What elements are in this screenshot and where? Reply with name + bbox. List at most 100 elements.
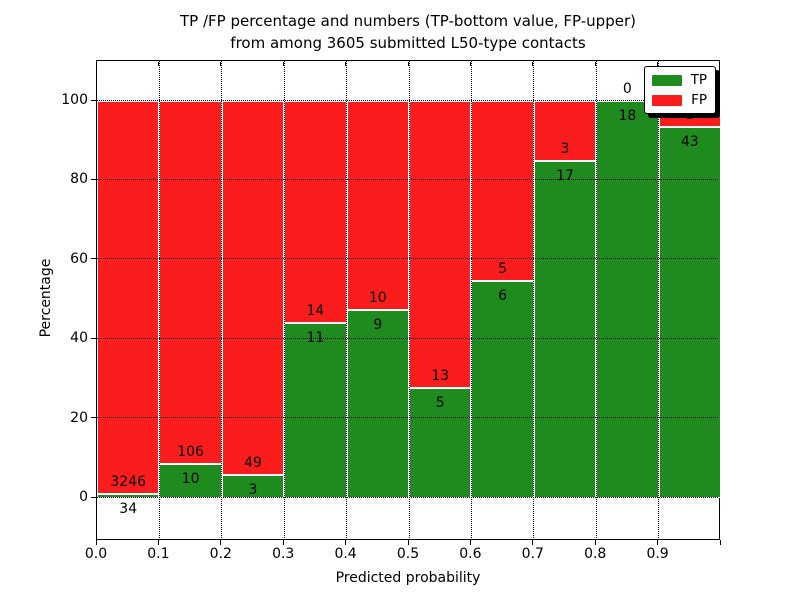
y-tick-label: 20 [70,409,88,426]
bar-segment-tp [346,309,409,498]
tp-count-label: 3 [248,482,258,499]
y-tick-mark [91,337,96,339]
horizontal-gridline [97,337,718,339]
tp-count-label: 10 [181,470,200,487]
x-tick-label: 0.7 [521,546,544,562]
fp-count-label: 5 [498,261,508,278]
bar-segment-tp [284,323,347,498]
x-tick-mark-top [657,61,659,66]
chart-title-line-2: from among 3605 submitted L50-type conta… [230,34,586,52]
x-tick-mark [594,540,596,545]
x-tick-label: 0.9 [646,546,669,562]
x-tick-mark-top [157,61,159,66]
bar-segment-tp [658,126,721,498]
legend-swatch-fp-icon [652,94,682,106]
x-tick-mark-top [282,61,284,66]
x-tick-mark [220,540,222,545]
vertical-gridline [283,61,285,538]
horizontal-gridline [97,496,718,498]
plot-area: 3246 34 106 10 49 3 14 11 10 9 13 5 5 6 3 17 0 18 3 43 [96,60,721,540]
vertical-gridline [408,61,410,538]
y-tick-label: 80 [70,171,88,188]
x-tick-mark [532,540,534,545]
fp-count-label: 3246 [110,473,147,490]
x-axis-label: Predicted probability [335,570,481,586]
vertical-gridline [658,61,660,538]
x-tick-mark [282,540,284,545]
y-axis-label: Percentage [38,258,54,338]
y-tick-label: 0 [79,489,88,505]
bar-segment-tp [533,160,597,498]
y-tick-label: 60 [70,250,88,267]
x-tick-mark [95,540,97,545]
x-tick-mark-top [469,61,471,66]
y-tick-mark [91,178,96,180]
legend-swatch-tp-icon [652,74,682,86]
x-tick-mark [469,540,471,545]
vertical-gridline [158,61,160,538]
legend-entry-fp: FP [652,91,708,108]
fp-count-label: 14 [306,303,325,320]
x-tick-mark [157,540,159,545]
y-tick-mark [91,99,96,101]
fp-count-label: 3 [685,106,695,123]
bar-segment-tp [409,387,472,498]
bar-segment-fp [284,101,347,324]
bar-segment-fp [533,101,597,161]
legend-label-fp: FP [691,91,707,108]
bar-segment-fp [471,101,534,282]
tp-count-label: 9 [373,316,383,333]
x-tick-label: 0.8 [584,546,607,562]
tp-count-label: 18 [618,108,637,124]
bar-segment-fp [409,101,472,388]
y-tick-mark [91,496,96,498]
y-tick-label: 100 [61,92,88,108]
tp-count-label: 6 [498,288,508,305]
bar-segment-tp [596,101,659,498]
fp-count-label: 0 [622,81,632,97]
tp-count-label: 17 [556,167,574,184]
y-tick-label: 40 [70,330,88,347]
x-tick-label: 0.2 [209,546,232,562]
vertical-gridline [470,61,472,538]
x-tick-mark [657,540,659,545]
x-tick-mark-top [532,61,534,66]
bar-segment-fp [97,101,160,494]
y-tick-mark [91,417,96,419]
x-tick-mark [407,540,409,545]
legend-entry-tp: TP [652,71,708,88]
horizontal-gridline [97,417,718,419]
x-tick-mark [719,540,721,545]
x-tick-label: 0.3 [272,546,295,562]
vertical-gridline [346,61,348,538]
bar-segment-fp [221,101,285,476]
x-tick-mark-top [345,61,347,66]
fp-count-label: 10 [368,289,387,306]
vertical-gridline [533,61,535,538]
x-tick-label: 0.1 [147,546,170,562]
x-tick-mark-top [407,61,409,66]
legend-label-tp: TP [690,71,707,88]
horizontal-gridline [97,258,718,260]
x-tick-label: 0.0 [84,546,108,562]
tp-count-label: 43 [680,133,699,150]
fp-count-label: 49 [244,455,262,472]
fp-count-label: 3 [560,140,570,157]
fp-count-label: 106 [177,443,204,460]
x-tick-label: 0.4 [334,546,357,562]
x-tick-mark-top [594,61,596,66]
tp-count-label: 11 [306,330,325,347]
x-tick-label: 0.5 [396,546,420,562]
fp-count-label: 13 [431,367,450,384]
x-tick-mark-top [220,61,222,66]
tp-count-label: 5 [435,394,445,411]
vertical-gridline [595,61,597,538]
bar-segment-fp [159,101,222,464]
horizontal-gridline [97,178,718,180]
y-tick-mark [91,258,96,260]
x-tick-mark [345,540,347,545]
legend: TP FP [644,66,716,114]
chart-title-line-1: TP /FP percentage and numbers (TP-bottom… [180,12,636,30]
bar-segment-tp [471,281,534,498]
